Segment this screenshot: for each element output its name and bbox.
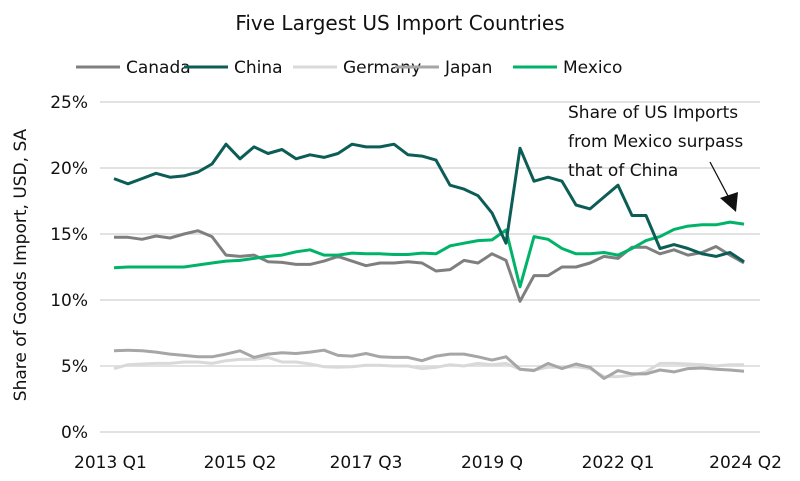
series-line-china (113, 142, 745, 263)
x-tick-label: 2017 Q3 (330, 453, 403, 473)
series-line-japan (113, 348, 745, 380)
chart-title: Five Largest US Import Countries (235, 11, 564, 35)
series-line-mexico (113, 220, 745, 289)
annotation-line-2: from Mexico surpass (568, 132, 743, 152)
legend-label: Japan (444, 58, 492, 78)
legend-item-mexico: Mexico (513, 58, 622, 78)
y-tick-label: 5% (61, 357, 88, 377)
y-tick-label: 20% (50, 159, 88, 179)
y-axis-ticks: 0% 5% 10% 15% 20% 25% (50, 93, 88, 443)
legend-item-canada: Canada (76, 58, 191, 78)
annotation-arrow-shaft (709, 161, 729, 197)
series-line-canada (114, 229, 745, 303)
x-axis-ticks: 2013 Q1 2015 Q2 2017 Q3 2019 Q 2022 Q1 2024 Q… (74, 453, 782, 473)
annotation-arrow-head (720, 192, 738, 212)
x-tick-label: 2013 Q1 (74, 453, 147, 473)
legend-item-japan: Japan (395, 58, 492, 78)
legend-item-germany: Germany (293, 58, 421, 78)
legend-item-china: China (184, 58, 283, 78)
legend-label: China (234, 58, 283, 78)
annotation-line-3: that of China (568, 161, 678, 181)
y-tick-label: 25% (50, 93, 88, 113)
x-tick-label: 2022 Q1 (582, 453, 655, 473)
annotation: Share of US Imports from Mexico surpass … (568, 103, 743, 212)
legend: Canada China Germany Japan Mexico (76, 58, 622, 78)
legend-label: Germany (343, 58, 421, 78)
legend-label: Mexico (563, 58, 622, 78)
x-tick-label: 2019 Q (461, 453, 523, 473)
legend-label: Canada (126, 58, 191, 78)
x-tick-label: 2024 Q2 (709, 453, 782, 473)
y-tick-label: 10% (50, 291, 88, 311)
y-tick-label: 0% (61, 423, 88, 443)
y-tick-label: 15% (50, 225, 88, 245)
series-lines (113, 142, 745, 380)
gridlines (100, 101, 760, 433)
y-axis-title: Share of Goods Import, USD, SA (11, 128, 31, 401)
annotation-line-1: Share of US Imports (568, 103, 738, 123)
x-tick-label: 2015 Q2 (204, 453, 277, 473)
